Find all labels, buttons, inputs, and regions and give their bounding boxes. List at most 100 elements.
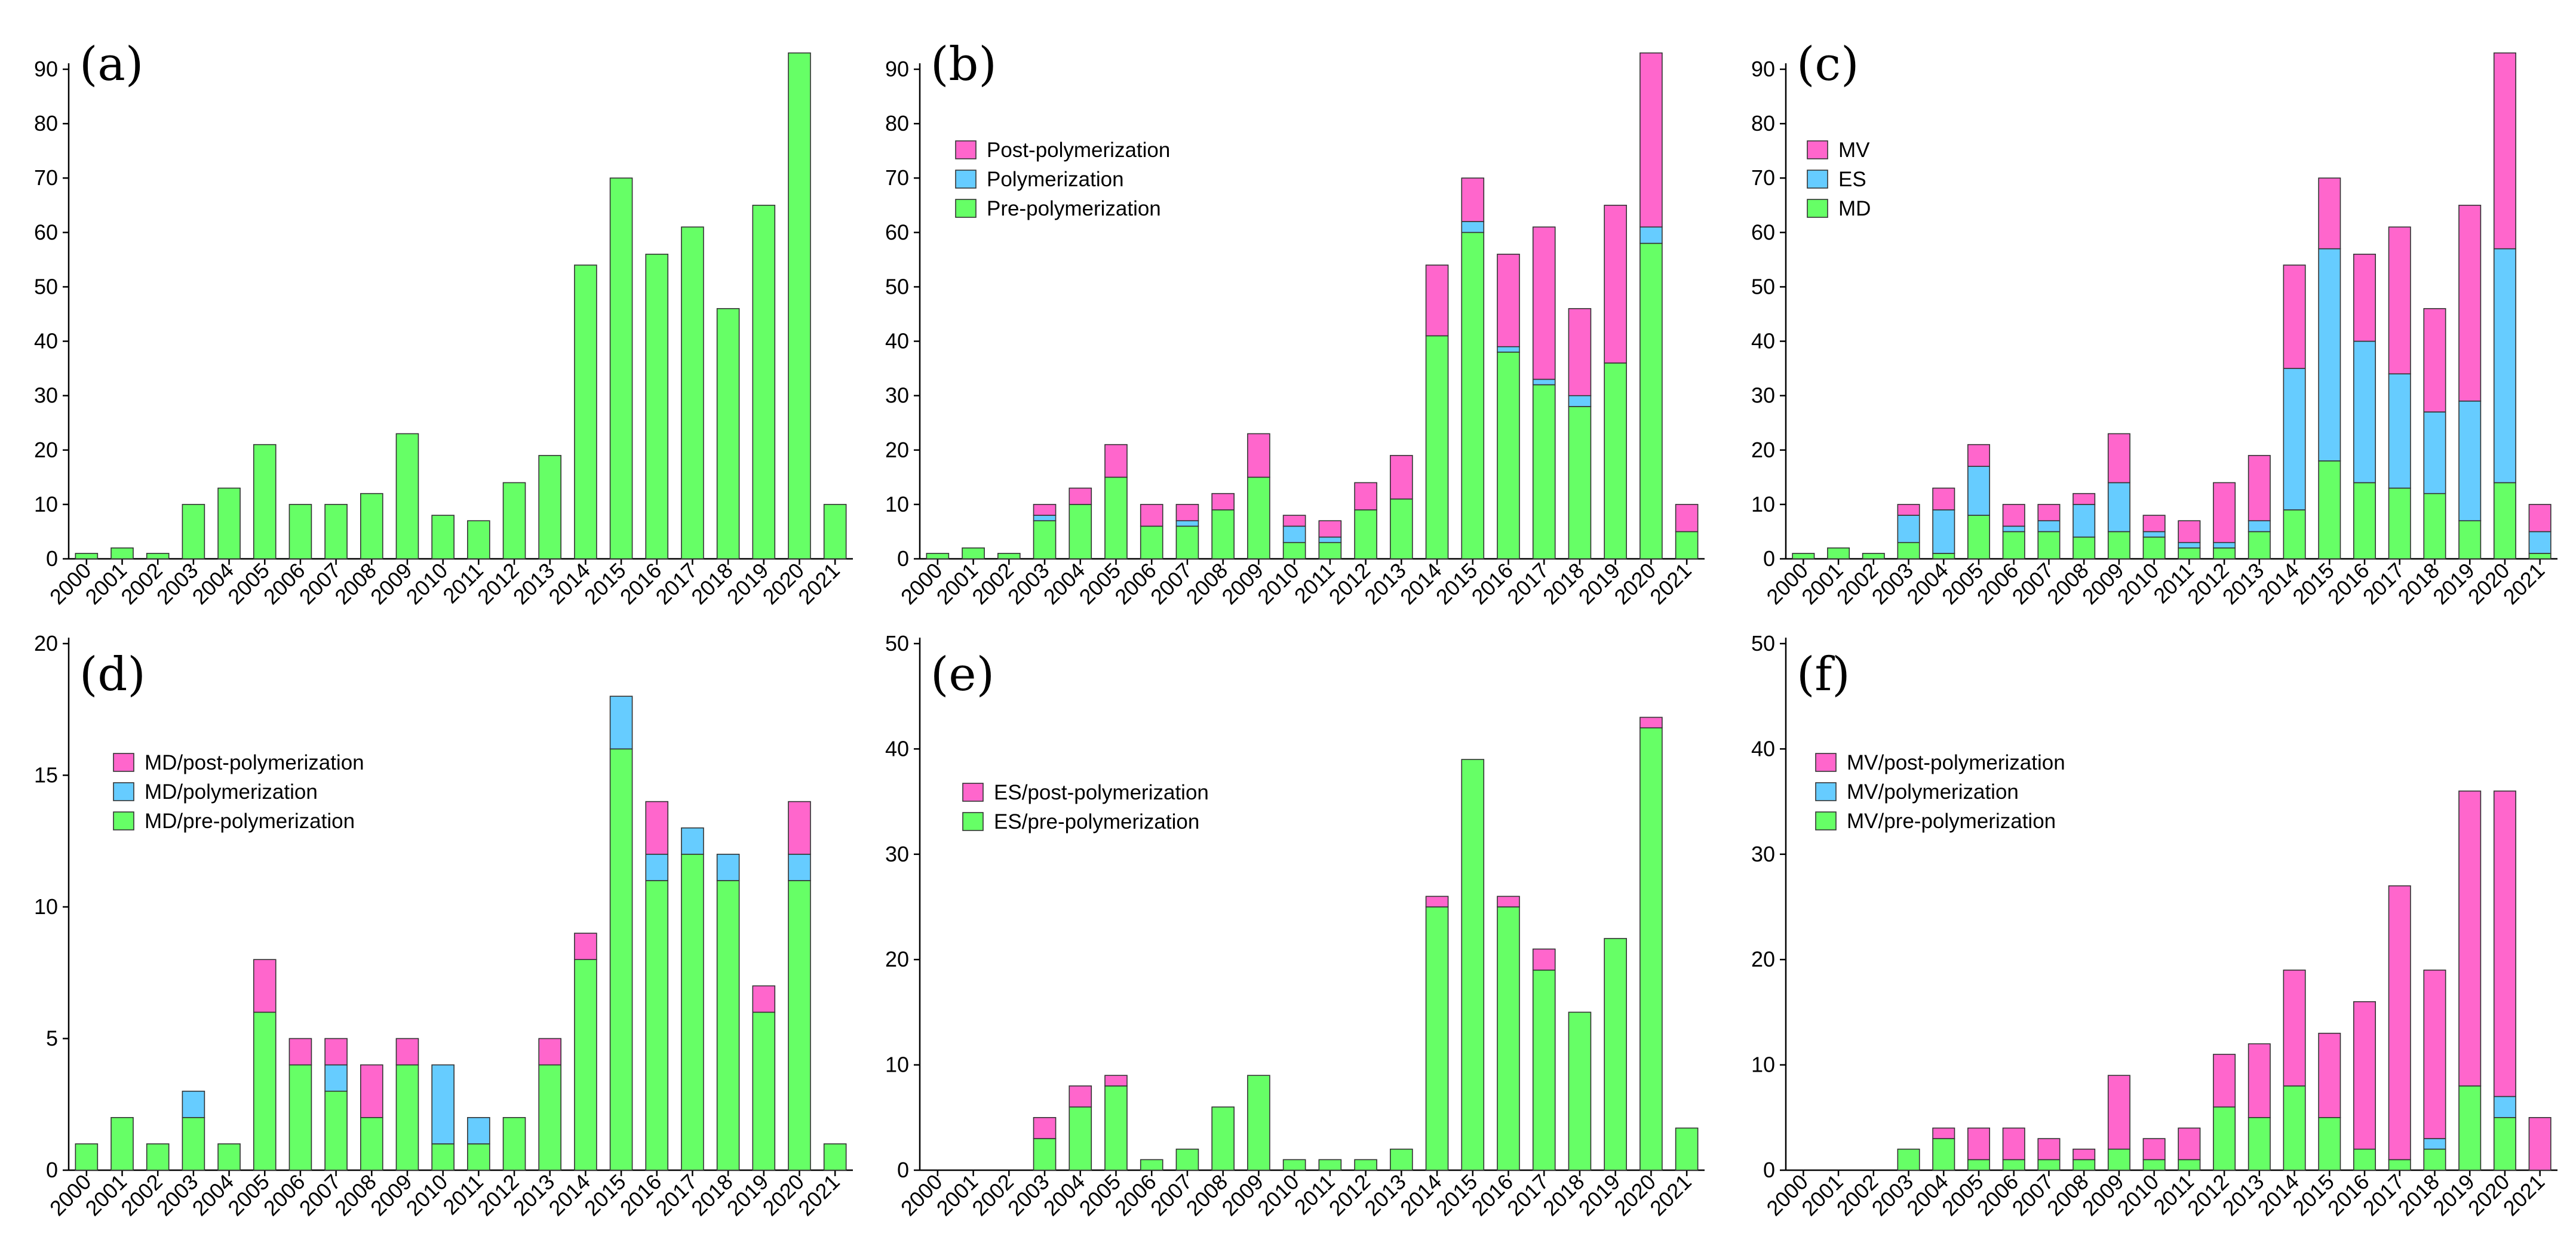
bar-segment — [395, 433, 419, 559]
bar-segment — [2423, 493, 2446, 559]
bar-segment — [1792, 553, 1815, 559]
bar-segment — [110, 547, 134, 559]
bar-segment — [1033, 1138, 1057, 1171]
bar-segment — [1932, 1127, 1955, 1139]
legend-entry: ES/post-polymerization — [994, 781, 1209, 804]
bar-segment — [1140, 504, 1163, 527]
bar-segment — [1967, 466, 1991, 516]
bar-segment — [1282, 515, 1306, 527]
bar-segment — [1967, 515, 1991, 559]
bar-segment — [395, 1038, 419, 1066]
panel-label: (d) — [79, 648, 146, 702]
y-tick-label: 60 — [885, 220, 909, 244]
bar-segment — [1354, 509, 1377, 559]
bar-segment — [2318, 177, 2341, 250]
bar-segment — [1497, 896, 1520, 907]
bar-segment — [1390, 498, 1413, 559]
bar-segment — [1532, 384, 1556, 559]
bar-segment — [2528, 531, 2552, 554]
bar-segment — [2283, 1085, 2306, 1171]
legend-entry: MV — [1838, 139, 1870, 162]
bar-segment — [395, 1064, 419, 1171]
y-tick-label: 50 — [885, 631, 909, 656]
bar-segment — [2248, 520, 2271, 533]
bar-segment — [1069, 1085, 1092, 1108]
x-tick-label: 2021 — [2498, 558, 2550, 610]
bar-segment — [962, 547, 985, 559]
bar-segment — [2318, 460, 2341, 559]
chart-panel: 0102030405020002001200220032004200520062… — [1751, 631, 2557, 1220]
bar-segment — [1211, 509, 1235, 559]
bar-segment — [2213, 547, 2236, 559]
bar-segment — [1211, 1106, 1235, 1171]
bar-segment — [1069, 504, 1092, 559]
bar-segment — [2142, 1159, 2166, 1171]
bar-segment — [1604, 204, 1627, 364]
bar-segment — [1318, 542, 1342, 559]
bar-segment — [2458, 400, 2482, 522]
bar-segment — [2388, 487, 2411, 559]
bar-segment — [2107, 433, 2130, 484]
bar-segment — [1532, 948, 1556, 971]
y-tick-label: 50 — [885, 274, 909, 299]
bar-segment — [1639, 727, 1663, 1171]
legend: Post-polymerization Polymerization Pre-pol… — [955, 139, 1170, 220]
y-tick-label: 10 — [885, 1053, 909, 1077]
bar-segment — [1033, 515, 1057, 522]
x-tick-label: 2021 — [2498, 1170, 2550, 1221]
chart-panel: 0102030405060708090200020012002200320042… — [1751, 38, 2557, 609]
bar-segment — [324, 1064, 348, 1092]
bar-segment — [2493, 1096, 2516, 1118]
y-tick-label: 10 — [1751, 492, 1775, 516]
y-tick-label: 80 — [34, 111, 58, 136]
y-tick-label: 40 — [34, 329, 58, 353]
bar-segment — [1390, 1148, 1413, 1171]
bar-segment — [1639, 242, 1663, 559]
bar-segment — [2423, 970, 2446, 1139]
bar-segment — [1568, 1011, 1592, 1171]
bar-segment — [1827, 547, 1850, 559]
bar-segment — [146, 1143, 170, 1171]
bar-segment — [2458, 790, 2482, 1087]
y-tick-label: 30 — [1751, 383, 1775, 408]
bar-segment — [1897, 515, 1920, 543]
bar-segment — [2037, 1159, 2061, 1171]
legend-swatch — [113, 753, 134, 772]
bar-segment — [788, 854, 811, 881]
bar-segment — [538, 455, 562, 559]
bar-segment — [431, 1064, 455, 1145]
bar-segment — [1104, 1075, 1128, 1087]
bar-segment — [1354, 1159, 1377, 1171]
y-tick-label: 0 — [1763, 546, 1775, 571]
y-tick-label: 40 — [885, 329, 909, 353]
legend-entry: MD/post-polymerization — [145, 751, 364, 774]
bar-segment — [2353, 1001, 2377, 1150]
bar-segment — [431, 1143, 455, 1171]
bar-segment — [1532, 970, 1556, 1171]
bar-segment — [1675, 504, 1699, 533]
bar-segment — [2493, 1117, 2516, 1171]
bar-segment — [110, 1117, 134, 1171]
y-tick-label: 5 — [46, 1026, 58, 1051]
bar-segment — [2037, 1138, 2061, 1161]
bar-segment — [1497, 906, 1520, 1171]
bar-segment — [1318, 520, 1342, 538]
legend: ES/post-polymerization ES/pre-polymerizat… — [962, 781, 1209, 833]
legend-entry: MV/polymerization — [1847, 780, 2019, 804]
bar-segment — [2423, 411, 2446, 494]
bar-segment — [1033, 1117, 1057, 1139]
y-tick-label: 40 — [1751, 736, 1775, 761]
bar-segment — [1639, 716, 1663, 728]
bar-segment — [1140, 525, 1163, 559]
bar-segment — [1069, 487, 1092, 505]
bar-segment — [75, 1143, 99, 1171]
bar-segment — [2213, 542, 2236, 549]
bar-segment — [1033, 504, 1057, 516]
bar-segment — [609, 696, 633, 750]
x-tick-label: 2021 — [1645, 1170, 1696, 1221]
y-tick-label: 0 — [897, 1158, 909, 1182]
bar-segment — [1532, 226, 1556, 380]
bar-segment — [182, 1090, 205, 1118]
y-tick-label: 20 — [1751, 947, 1775, 971]
bar-segment — [1247, 476, 1270, 559]
